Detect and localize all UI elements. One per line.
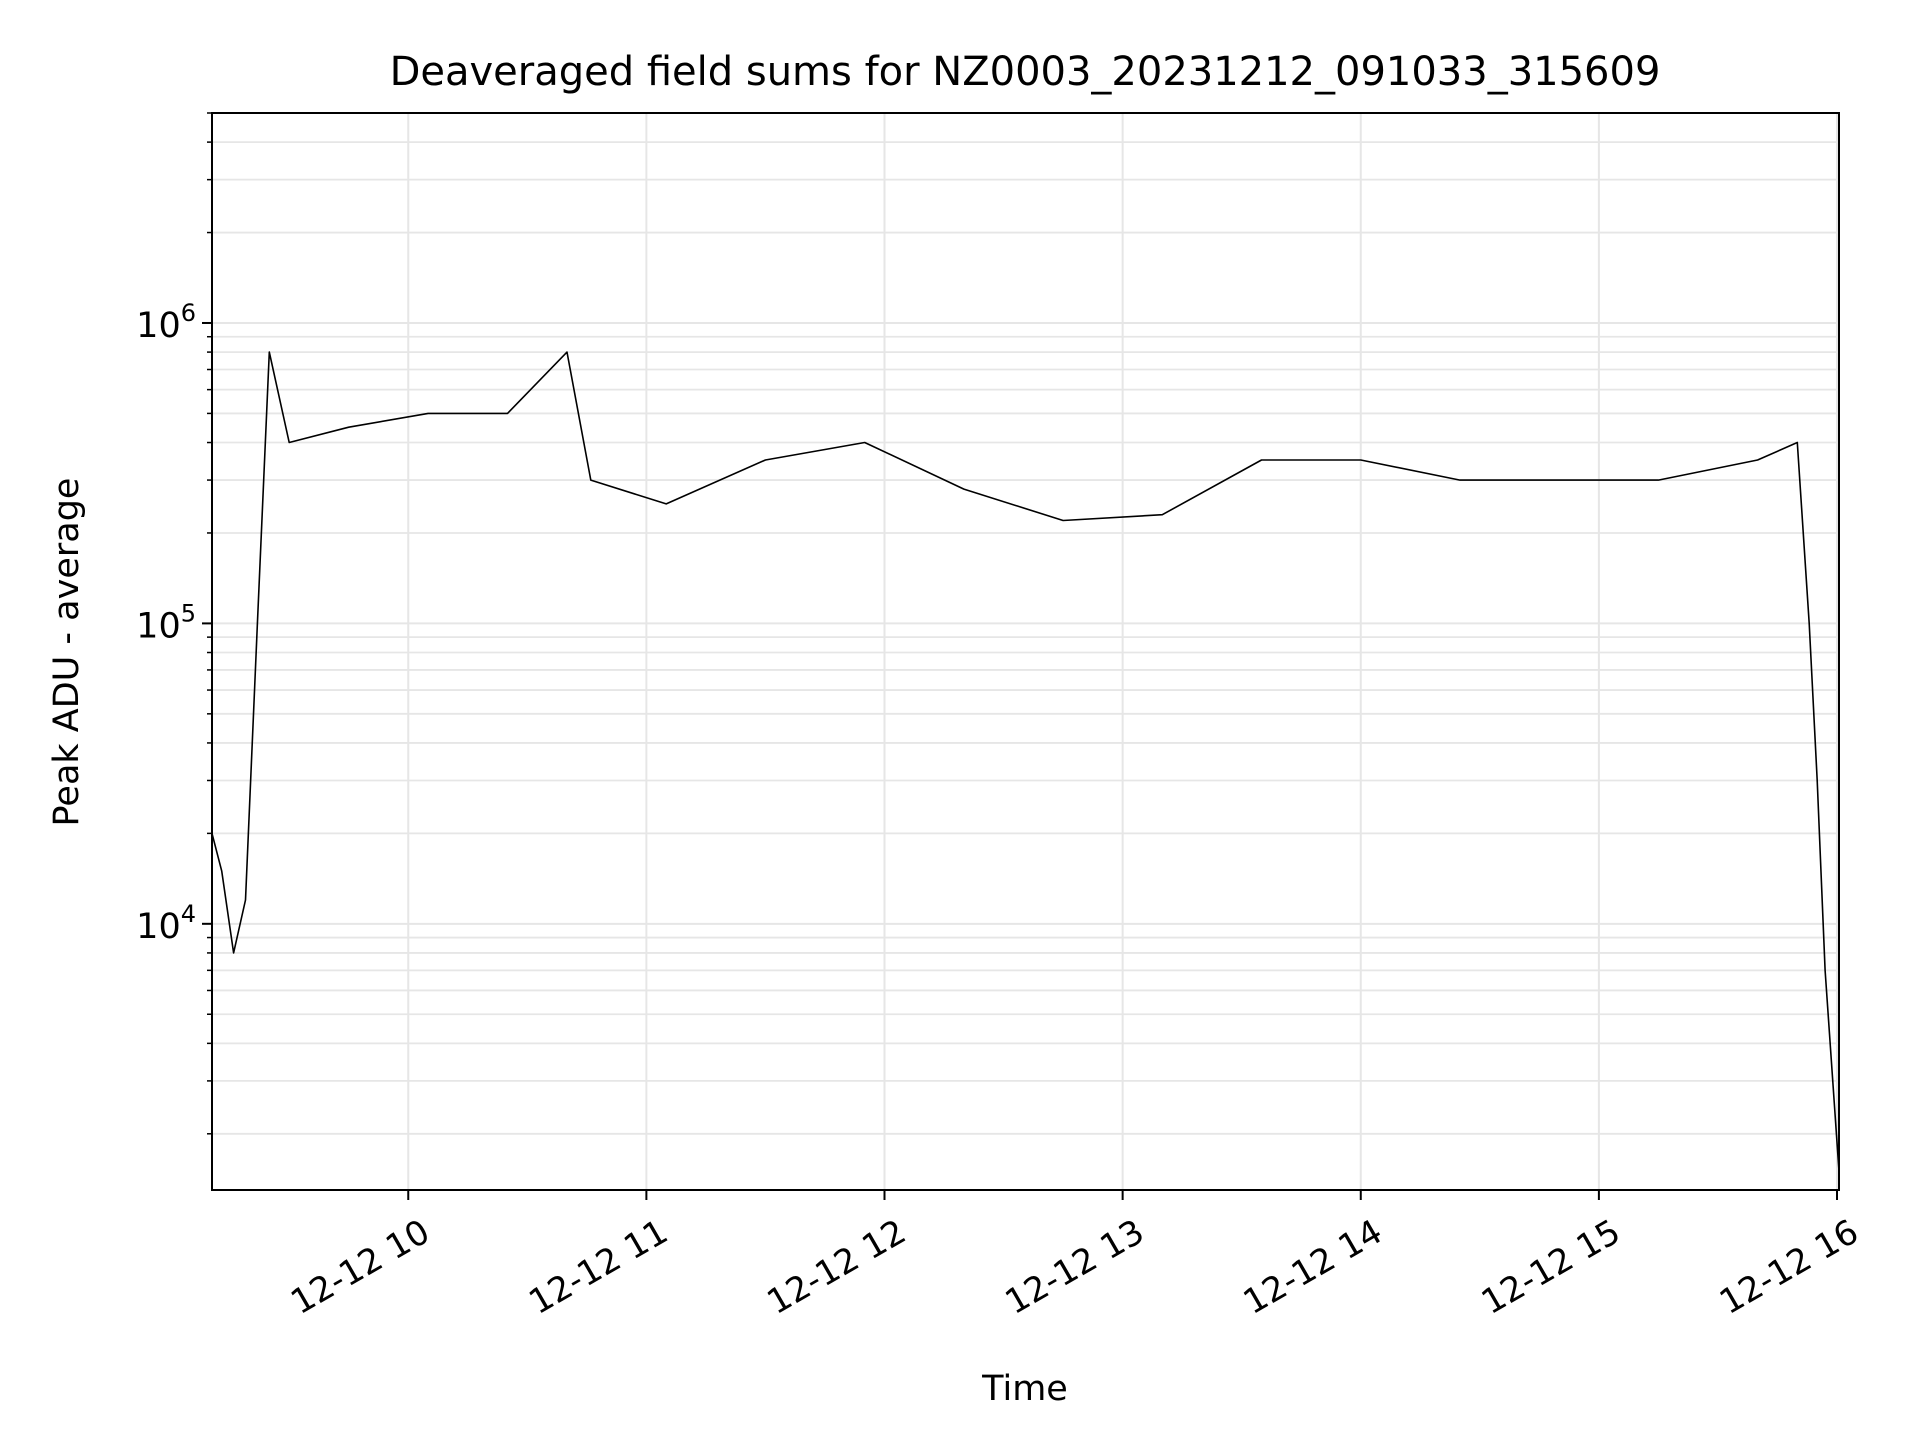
chart-title: Deaveraged field sums for NZ0003_2023121… bbox=[390, 49, 1661, 95]
grid bbox=[212, 112, 1839, 1190]
y-axis: 104 105 106 bbox=[136, 112, 212, 1135]
y-tick-label: 104 bbox=[136, 900, 196, 947]
y-tick-label: 105 bbox=[136, 599, 196, 646]
y-tick-label: 106 bbox=[136, 299, 196, 346]
plot-frame bbox=[211, 112, 1840, 1191]
series-line bbox=[211, 351, 1840, 1172]
x-axis-label: Time bbox=[981, 1369, 1068, 1409]
y-axis-label: Peak ADU - average bbox=[47, 478, 87, 827]
line-layer bbox=[211, 351, 1840, 1172]
